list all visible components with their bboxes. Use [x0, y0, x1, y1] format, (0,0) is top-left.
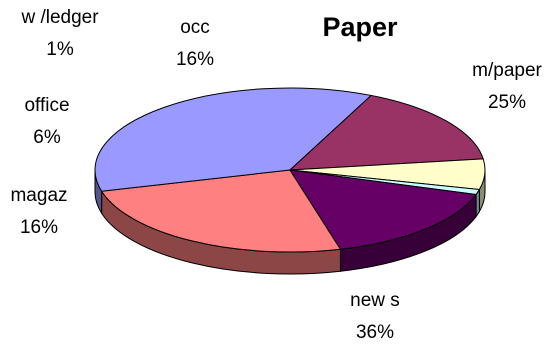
- slice-name-news: new s: [350, 290, 400, 311]
- slice-news: [94, 87, 373, 192]
- slice-name-wledger: w /ledger: [21, 7, 99, 28]
- chart-title: Paper: [322, 12, 398, 42]
- slice-pct-mpaper: 25%: [487, 92, 527, 113]
- slice-pct-news: 36%: [355, 322, 395, 343]
- slice-name-magaz: magaz: [10, 185, 68, 206]
- pie-top-faces: [94, 87, 486, 253]
- slice-label-office: office 6%: [12, 90, 82, 154]
- slice-label-magaz: magaz 16%: [2, 180, 76, 244]
- slice-name-occ: occ: [180, 17, 210, 38]
- slice-label-wledger: w /ledger 1%: [0, 2, 120, 66]
- slice-pct-magaz: 16%: [19, 217, 59, 238]
- slice-pct-occ: 16%: [175, 49, 215, 70]
- slice-pct-office: 6%: [33, 127, 61, 148]
- slice-pct-wledger: 1%: [46, 39, 74, 60]
- slice-label-occ: occ 16%: [155, 12, 235, 76]
- slice-magaz: [288, 94, 484, 171]
- slice-occ: [289, 169, 477, 250]
- slice-label-news: new s 36%: [340, 285, 410, 349]
- slice-label-mpaper: m/paper 25%: [462, 55, 552, 119]
- slice-name-office: office: [24, 95, 70, 116]
- slice-mpaper: [100, 169, 342, 253]
- slice-name-mpaper: m/paper: [472, 60, 542, 81]
